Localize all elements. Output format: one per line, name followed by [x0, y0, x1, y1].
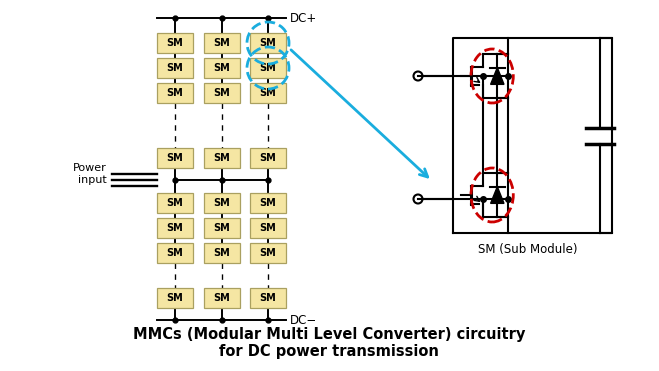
Text: DC−: DC−	[290, 313, 317, 326]
Bar	[204, 218, 240, 238]
Text: SM: SM	[260, 153, 276, 163]
Bar	[250, 33, 286, 53]
Text: SM: SM	[167, 198, 183, 208]
Bar	[204, 148, 240, 168]
Text: SM (Sub Module): SM (Sub Module)	[478, 243, 577, 256]
Bar	[157, 243, 193, 263]
Text: SM: SM	[260, 248, 276, 258]
Bar	[204, 193, 240, 213]
Bar	[250, 288, 286, 308]
Text: SM: SM	[214, 223, 231, 233]
Text: SM: SM	[214, 248, 231, 258]
Text: SM: SM	[214, 293, 231, 303]
Bar	[250, 148, 286, 168]
Text: SM: SM	[167, 293, 183, 303]
Text: SM: SM	[214, 198, 231, 208]
Bar	[250, 83, 286, 103]
Bar	[157, 193, 193, 213]
Bar	[250, 218, 286, 238]
Text: SM: SM	[214, 88, 231, 98]
Text: MMCs (Modular Multi Level Converter) circuitry
for DC power transmission: MMCs (Modular Multi Level Converter) cir…	[133, 326, 525, 359]
Bar	[250, 193, 286, 213]
Bar	[157, 148, 193, 168]
Bar	[250, 243, 286, 263]
Bar	[157, 288, 193, 308]
Bar	[204, 288, 240, 308]
Text: SM: SM	[167, 153, 183, 163]
Text: SM: SM	[167, 248, 183, 258]
Polygon shape	[490, 68, 504, 84]
Text: SM: SM	[167, 223, 183, 233]
Bar	[204, 58, 240, 78]
Bar	[157, 58, 193, 78]
Text: SM: SM	[260, 38, 276, 48]
Text: DC+: DC+	[290, 12, 317, 24]
Bar	[157, 218, 193, 238]
Text: SM: SM	[260, 198, 276, 208]
Text: SM: SM	[214, 38, 231, 48]
Text: SM: SM	[260, 293, 276, 303]
Text: SM: SM	[167, 88, 183, 98]
Text: Power
input: Power input	[73, 163, 107, 185]
Bar	[250, 58, 286, 78]
Bar	[204, 83, 240, 103]
Text: SM: SM	[214, 63, 231, 73]
Bar	[157, 33, 193, 53]
Bar	[204, 243, 240, 263]
Bar	[204, 33, 240, 53]
Text: SM: SM	[214, 153, 231, 163]
Text: SM: SM	[260, 63, 276, 73]
Polygon shape	[490, 187, 504, 203]
Text: SM: SM	[260, 223, 276, 233]
Text: SM: SM	[260, 88, 276, 98]
Text: SM: SM	[167, 63, 183, 73]
Text: SM: SM	[167, 38, 183, 48]
Bar	[157, 83, 193, 103]
